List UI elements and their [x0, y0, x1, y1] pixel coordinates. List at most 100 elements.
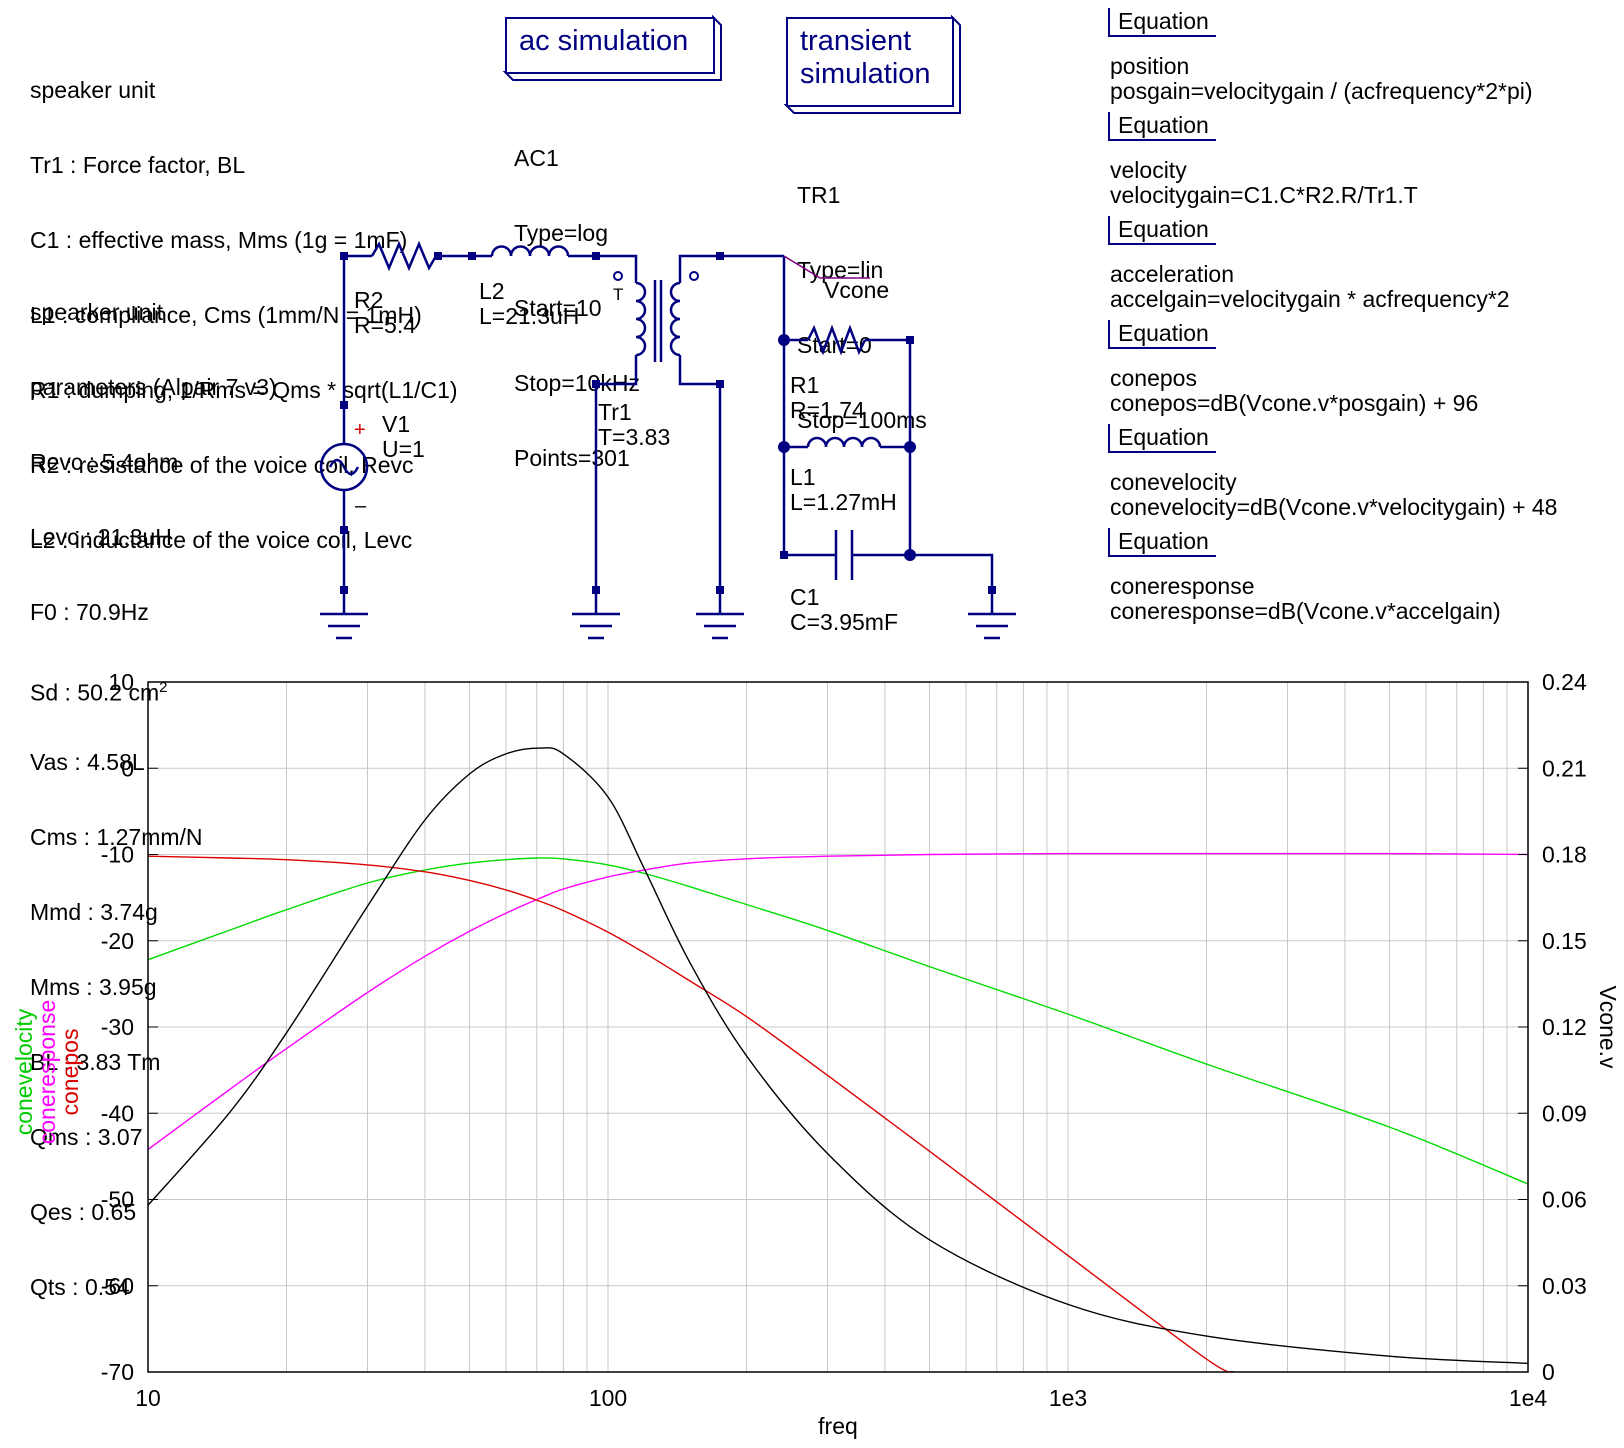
- transient-title-line1: transient: [800, 25, 912, 57]
- y-tick-label-left: -50: [101, 1187, 134, 1213]
- param-line: Qts : 0.54: [30, 1274, 130, 1300]
- note-line: L2 : inductance of the voice coil, Levc: [30, 527, 413, 553]
- y-tick-label-right: 0.18: [1542, 842, 1587, 868]
- equation-expr: conevelocity=dB(Vcone.v*velocitygain) + …: [1110, 494, 1558, 520]
- r1-value: R=1.74: [790, 397, 865, 423]
- note-line: L1 : compliance, Cms (1mm/N = 1mH): [30, 302, 422, 328]
- ac-params: AC1 Type=log Start=10 Stop=10kHz Points=…: [514, 96, 640, 496]
- ground-symbol: [968, 590, 1016, 640]
- v1-name: V1: [382, 411, 410, 437]
- y-tick-label-right: 0.06: [1542, 1187, 1587, 1213]
- y-tick-label-left: -10: [101, 842, 134, 868]
- equation-expr: conepos=dB(Vcone.v*posgain) + 96: [1110, 390, 1479, 416]
- y-tick-label-right: 0.15: [1542, 928, 1587, 954]
- parameter-notes: spearker unit parameters (Alpair 7 v3) R…: [30, 250, 277, 1325]
- ac-param: AC1: [514, 145, 559, 171]
- v1-value: U=1: [382, 436, 425, 462]
- param-line: BL : 3.83 Tm: [30, 1049, 161, 1075]
- param-line: Qes : 0.65: [30, 1199, 137, 1225]
- equation-name: velocity: [1110, 157, 1187, 183]
- inductor-l1-symbol: [806, 436, 882, 448]
- y-tick-label-right: 0: [1542, 1359, 1555, 1385]
- vcone-label: Vcone: [824, 277, 889, 303]
- resistor-r1-symbol: [806, 324, 867, 356]
- y-axis-label-conepos: conepos: [57, 1029, 83, 1116]
- l1-name: L1: [790, 464, 816, 490]
- x-tick-label: 10: [135, 1385, 161, 1411]
- series-line-Vcone-v: [147, 747, 1529, 1365]
- param-line: Mms : 3.95g: [30, 974, 157, 1000]
- r2-value: R=5.4: [354, 312, 416, 338]
- voltage-source-v1-symbol: [319, 442, 369, 492]
- y-axis-label-conevelocity: conevelocity: [11, 1008, 37, 1135]
- equation-expr: coneresponse=dB(Vcone.v*accelgain): [1110, 598, 1501, 624]
- note-line: speaker unit: [30, 77, 156, 103]
- ac-param: Points=301: [514, 445, 630, 471]
- y-axis-label-right: Vcone.v: [1595, 985, 1621, 1069]
- param-line-sd: Sd : 50.2 cm2: [30, 675, 277, 705]
- ground-symbol: [572, 590, 620, 640]
- param-line: spearker unit: [30, 299, 163, 325]
- equation-name: conevelocity: [1110, 469, 1237, 495]
- ac-param: Start=10: [514, 295, 602, 321]
- wire: [568, 254, 638, 283]
- y-tick-label-left: 0: [121, 755, 134, 781]
- tr1-dot-label: T: [613, 285, 623, 304]
- y-tick-label-left: -30: [101, 1014, 134, 1040]
- tr1-value: T=3.83: [598, 424, 670, 450]
- ac-param: Type=log: [514, 220, 608, 246]
- param-line: Vas : 4.58L: [30, 749, 145, 775]
- equation-expr: accelgain=velocitygain * acfrequency*2: [1110, 286, 1510, 312]
- c1-value: C=3.95mF: [790, 609, 898, 635]
- ac-simulation-block[interactable]: ac simulation: [505, 17, 715, 74]
- y-tick-label-right: 0.09: [1542, 1100, 1587, 1126]
- chart-ticks: 100-10-20-30-40-50-60-700.240.210.180.15…: [101, 669, 1587, 1411]
- wire: [678, 254, 784, 283]
- chart-grid: [148, 682, 1528, 1372]
- transient-title-line2: simulation: [800, 58, 931, 90]
- transformer-dot: [613, 271, 623, 281]
- resistor-r2-symbol: [370, 240, 438, 272]
- y-tick-label-right: 0.12: [1542, 1014, 1587, 1040]
- schematic: R2 R=5.4 L2 L=21.3uH Tr1 T=3.83 T V1 U=1…: [319, 240, 1016, 640]
- note-line: R1 : dumping, 1/Rms = Qms * sqrt(L1/C1): [30, 377, 458, 403]
- x-axis-label: freq: [818, 1413, 858, 1439]
- l2-name: L2: [479, 278, 505, 304]
- transient-simulation-block[interactable]: transient simulation: [786, 17, 954, 107]
- x-tick-label: 100: [589, 1385, 627, 1411]
- param-line: Qms : 3.07: [30, 1124, 143, 1150]
- frequency-response-chart[interactable]: 100-10-20-30-40-50-60-700.240.210.180.15…: [0, 660, 1624, 1448]
- description-notes: speaker unit Tr1 : Force factor, BL C1 :…: [30, 28, 458, 578]
- ground-symbol: [320, 590, 368, 640]
- c1-name: C1: [790, 584, 819, 610]
- l2-value: L=21.3uH: [479, 303, 579, 329]
- transformer-primary: [635, 281, 647, 357]
- transformer-dot: [689, 271, 699, 281]
- note-line: Tr1 : Force factor, BL: [30, 152, 246, 178]
- equation-name: position: [1110, 53, 1190, 79]
- wire: [784, 553, 994, 590]
- equation-expr: posgain=velocitygain / (acfrequency*2*pi…: [1110, 78, 1533, 104]
- y-tick-label-right: 0.03: [1542, 1273, 1587, 1299]
- sd-superscript: 2: [159, 679, 168, 696]
- v1-plus: +: [354, 419, 366, 441]
- x-tick-label: 1e3: [1049, 1385, 1087, 1411]
- param-line: parameters (Alpair 7 v3): [30, 374, 277, 400]
- param-line: Levc : 21.3uH: [30, 524, 172, 550]
- y-tick-label-left: 10: [108, 669, 134, 695]
- equation-name: coneresponse: [1110, 573, 1255, 599]
- wire: [594, 355, 638, 590]
- y-tick-label-left: -60: [101, 1273, 134, 1299]
- y-tick-label-left: -70: [101, 1359, 134, 1385]
- y-tick-label-left: -20: [101, 928, 134, 954]
- param-line: Cms : 1.27mm/N: [30, 824, 203, 850]
- y-tick-label-right: 0.21: [1542, 755, 1587, 781]
- transformer-core: [653, 280, 663, 362]
- series-line-conepos: [147, 855, 1235, 1373]
- y-tick-label-right: 0.24: [1542, 669, 1587, 695]
- y-tick-label-left: -40: [101, 1100, 134, 1126]
- wire: [678, 355, 722, 590]
- series-line-coneresponse: [147, 852, 1529, 1151]
- inductor-l2-symbol: [490, 245, 570, 257]
- tr1-name: Tr1: [598, 399, 632, 425]
